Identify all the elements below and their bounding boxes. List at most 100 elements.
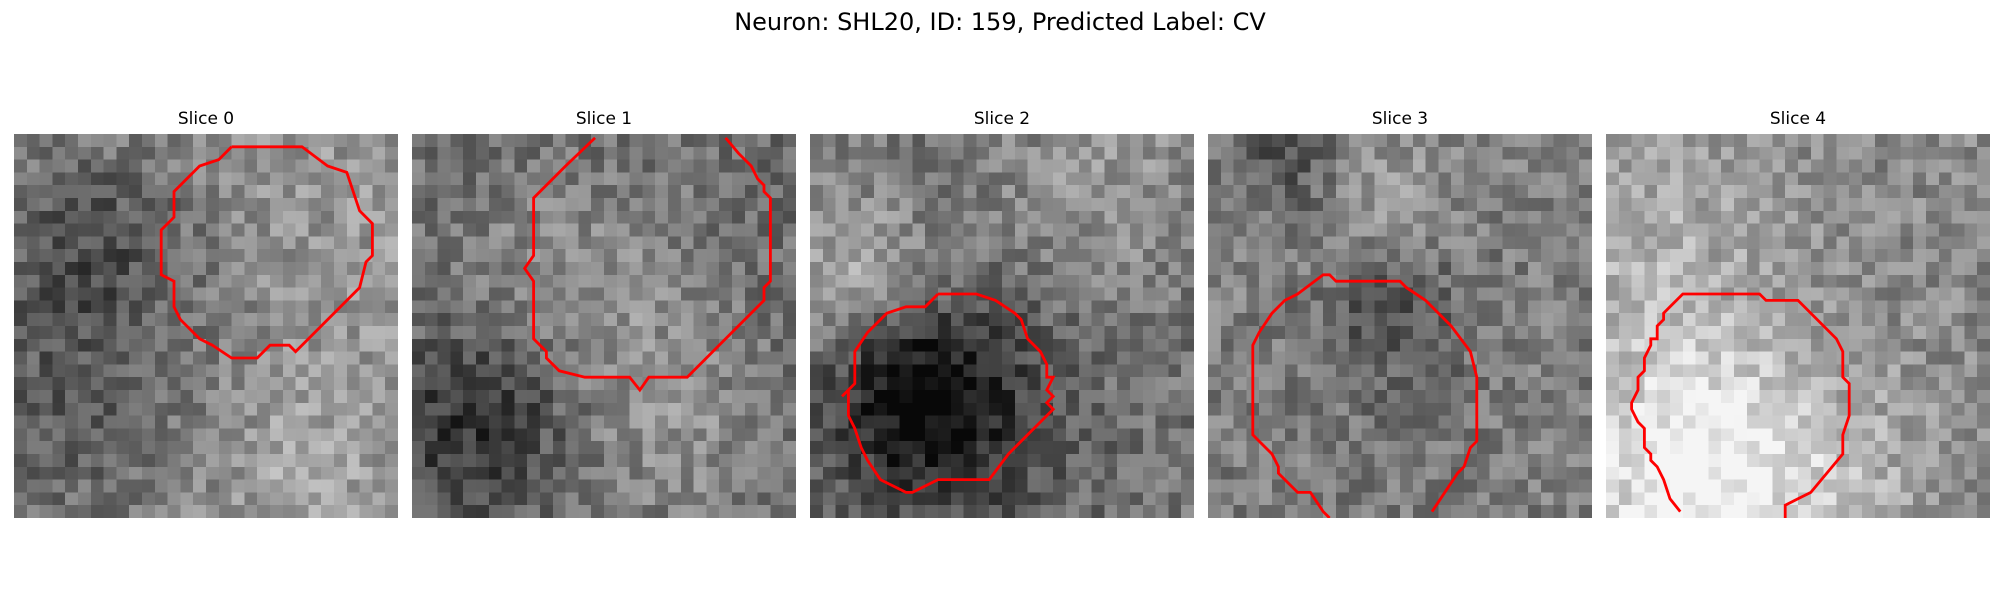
pixel — [1977, 390, 1990, 404]
pixel — [527, 262, 541, 276]
pixel — [1284, 210, 1298, 224]
pixel — [925, 223, 939, 237]
pixel — [1348, 492, 1362, 506]
pixel — [1387, 185, 1401, 199]
pixel — [1078, 338, 1092, 352]
pixel — [1670, 210, 1684, 224]
slice-panel-3: Slice 3 — [1208, 108, 1592, 518]
slice-panel-1: Slice 1 — [412, 108, 796, 518]
pixel — [1323, 210, 1337, 224]
pixel — [1734, 249, 1748, 263]
pixel — [1246, 479, 1260, 493]
pixel — [655, 377, 669, 391]
pixel — [655, 466, 669, 480]
pixel — [976, 274, 990, 288]
pixel — [925, 262, 939, 276]
pixel — [1528, 377, 1542, 391]
pixel — [308, 390, 322, 404]
pixel — [835, 300, 849, 314]
pixel — [52, 402, 66, 416]
pixel — [810, 377, 824, 391]
pixel — [1862, 441, 1876, 455]
pixel — [604, 274, 618, 288]
pixel — [372, 338, 386, 352]
pixel — [1272, 198, 1286, 212]
pixel — [244, 146, 258, 160]
pixel — [810, 492, 824, 506]
pixel — [1874, 262, 1888, 276]
pixel — [372, 326, 386, 340]
pixel — [270, 454, 284, 468]
pixel — [655, 505, 669, 518]
pixel — [757, 313, 771, 327]
pixel — [1336, 313, 1350, 327]
pixel — [552, 428, 566, 442]
pixel — [886, 492, 900, 506]
pixel — [1579, 313, 1592, 327]
pixel — [591, 185, 605, 199]
pixel — [1836, 210, 1850, 224]
pixel — [1142, 223, 1156, 237]
pixel — [1862, 287, 1876, 301]
pixel — [334, 313, 348, 327]
pixel — [244, 313, 258, 327]
pixel — [1066, 415, 1080, 429]
pixel — [1104, 249, 1118, 263]
pixel — [1746, 236, 1760, 250]
pixel — [693, 479, 707, 493]
pixel — [861, 466, 875, 480]
pixel — [1566, 210, 1580, 224]
pixel — [1297, 505, 1311, 518]
pixel — [1502, 210, 1516, 224]
pixel — [540, 134, 554, 148]
pixel — [1644, 428, 1658, 442]
pixel — [1926, 198, 1940, 212]
pixel — [604, 210, 618, 224]
pixel — [1695, 377, 1709, 391]
pixel — [385, 505, 398, 518]
pixel — [1400, 210, 1414, 224]
pixel — [912, 159, 926, 173]
pixel — [1464, 390, 1478, 404]
pixel — [822, 172, 836, 186]
pixel — [359, 185, 373, 199]
pixel — [963, 159, 977, 173]
pixel — [334, 198, 348, 212]
pixel — [14, 210, 28, 224]
pixel — [282, 505, 296, 518]
pixel — [257, 300, 271, 314]
pixel — [52, 262, 66, 276]
pixel — [1977, 146, 1990, 160]
pixel — [950, 351, 964, 365]
pixel — [231, 505, 245, 518]
pixel — [1515, 351, 1529, 365]
pixel — [476, 262, 490, 276]
pixel — [1027, 351, 1041, 365]
pixel — [1708, 172, 1722, 186]
pixel — [1155, 300, 1169, 314]
pixel — [1323, 146, 1337, 160]
pixel — [1066, 441, 1080, 455]
pixel — [976, 390, 990, 404]
pixel — [206, 313, 220, 327]
pixel — [116, 198, 130, 212]
pixel — [822, 146, 836, 160]
pixel — [835, 159, 849, 173]
pixel — [334, 454, 348, 468]
pixel — [925, 402, 939, 416]
pixel — [1220, 146, 1234, 160]
pixel — [1553, 479, 1567, 493]
pixel — [1900, 351, 1914, 365]
pixel — [1798, 262, 1812, 276]
pixel — [1900, 441, 1914, 455]
pixel — [1964, 223, 1978, 237]
pixel — [1476, 223, 1490, 237]
pixel — [963, 326, 977, 340]
pixel — [604, 159, 618, 173]
pixel — [1515, 505, 1529, 518]
pixel — [540, 287, 554, 301]
pixel — [1361, 159, 1375, 173]
pixel — [1772, 313, 1786, 327]
pixel — [1387, 326, 1401, 340]
pixel — [1476, 441, 1490, 455]
